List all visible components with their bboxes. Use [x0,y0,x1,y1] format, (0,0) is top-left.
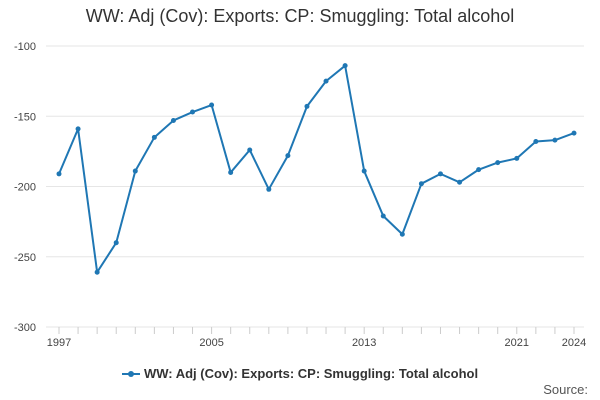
data-point[interactable] [533,139,539,145]
x-tick-label: 2024 [562,337,586,349]
data-point[interactable] [495,160,501,166]
data-point[interactable] [361,168,367,174]
y-tick-label: -300 [14,322,36,334]
data-point[interactable] [56,171,62,177]
data-point[interactable] [228,169,234,175]
gridlines [46,45,584,328]
data-point[interactable] [552,137,558,143]
data-point[interactable] [285,153,291,159]
chart-title: WW: Adj (Cov): Exports: CP: Smuggling: T… [85,6,515,26]
x-tick-label: 2021 [505,337,529,349]
data-point[interactable] [476,167,482,173]
data-point[interactable] [266,186,272,192]
data-point[interactable] [514,155,520,161]
data-point[interactable] [342,63,348,69]
data-point[interactable] [170,117,176,123]
data-point[interactable] [190,109,196,115]
legend[interactable]: WW: Adj (Cov): Exports: CP: Smuggling: T… [0,366,600,381]
data-point[interactable] [399,231,405,237]
data-point[interactable] [323,78,329,84]
legend-swatch [121,370,140,377]
y-tick-label: -150 [14,111,36,123]
data-point[interactable] [304,103,310,109]
y-tick-label: -100 [14,41,36,53]
series-line [58,64,575,274]
data-point[interactable] [75,126,81,132]
y-axis: -100 -150 -200 -250 -300 [14,41,36,334]
data-point[interactable] [437,171,443,177]
data-point[interactable] [113,240,119,246]
data-point[interactable] [247,147,253,153]
data-point[interactable] [380,213,386,219]
source-label: Source: [543,382,588,397]
x-tick-label: 2013 [352,337,376,349]
data-point[interactable] [571,130,577,136]
data-point[interactable] [94,269,100,275]
x-axis: 1997 2005 2013 2021 2024 [47,327,586,349]
data-point[interactable] [418,181,424,187]
legend-label: WW: Adj (Cov): Exports: CP: Smuggling: T… [143,366,479,381]
data-point[interactable] [457,179,463,185]
data-point[interactable] [209,102,215,108]
y-tick-label: -200 [14,182,36,194]
y-tick-label: -250 [14,252,36,264]
data-point[interactable] [132,168,138,174]
data-point[interactable] [151,134,157,140]
x-tick-label: 2005 [199,337,223,349]
series-layer [56,63,577,275]
x-tick-label: 1997 [47,337,71,349]
